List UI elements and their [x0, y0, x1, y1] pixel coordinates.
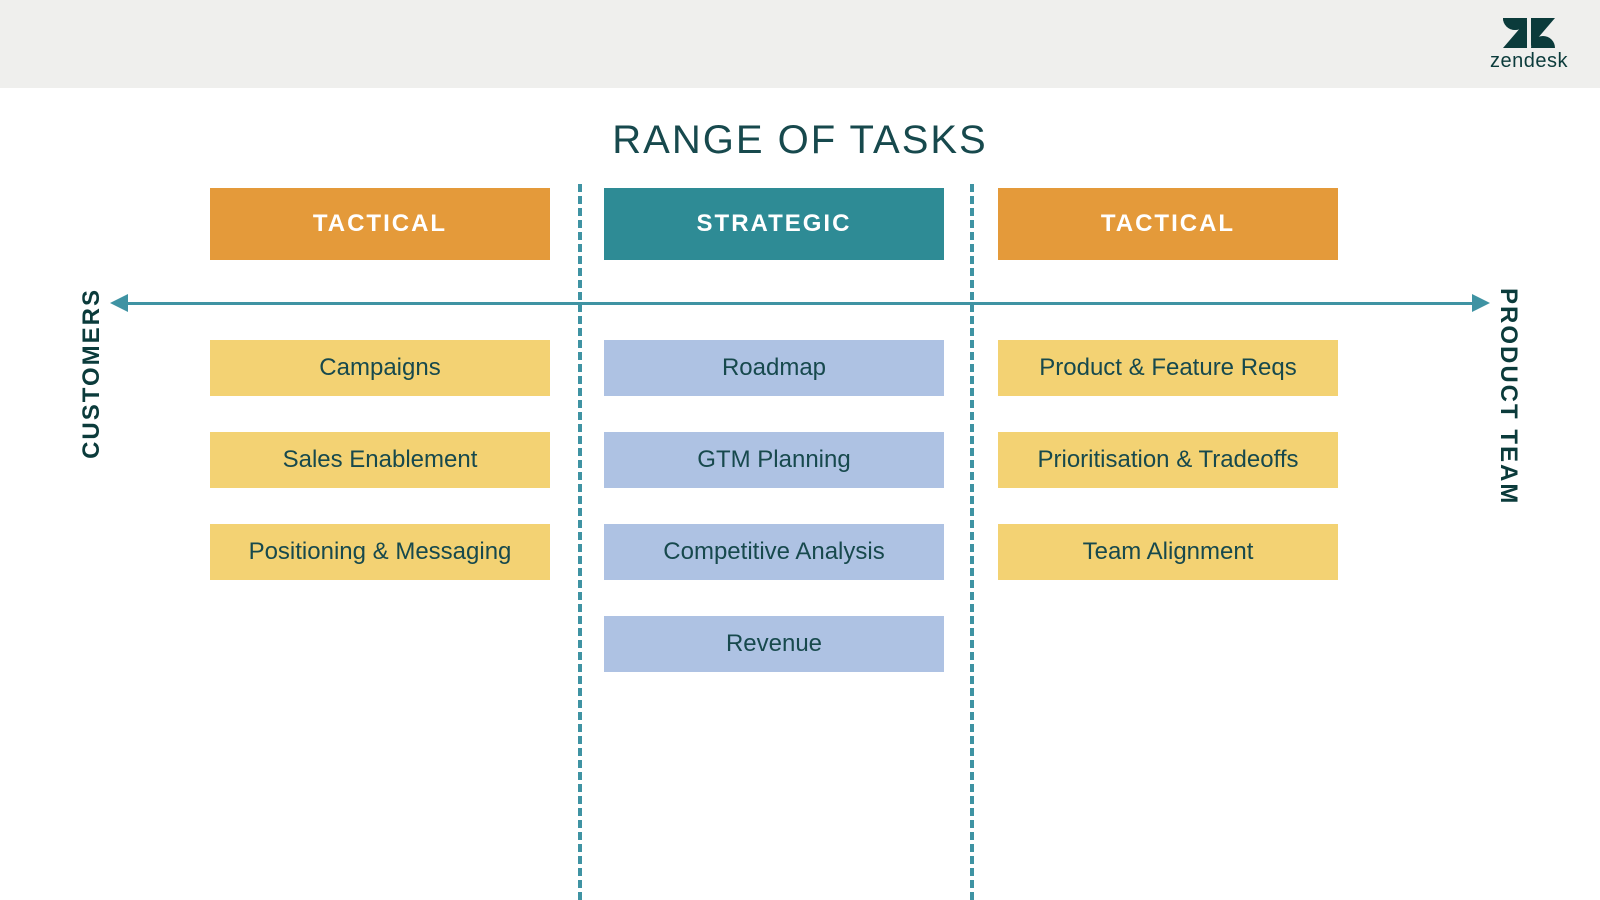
divider-2	[970, 184, 974, 900]
range-arrow	[110, 300, 1490, 306]
task-item: Prioritisation & Tradeoffs	[998, 432, 1338, 488]
task-item: Team Alignment	[998, 524, 1338, 580]
arrow-line	[124, 302, 1476, 305]
brand-name: zendesk	[1490, 50, 1568, 73]
task-item: Positioning & Messaging	[210, 524, 550, 580]
task-item: Campaigns	[210, 340, 550, 396]
arrow-right-icon	[1472, 294, 1490, 312]
brand-logo: zendesk	[1490, 18, 1568, 73]
divider-1	[578, 184, 582, 900]
axis-label-left: CUSTOMERS	[78, 288, 106, 459]
top-bar: zendesk	[0, 0, 1600, 88]
axis-label-right: PRODUCT TEAM	[1494, 288, 1522, 505]
column-header: STRATEGIC	[604, 188, 944, 260]
diagram-stage: RANGE OF TASKS CUSTOMERS PRODUCT TEAM TA…	[0, 88, 1600, 900]
zendesk-icon	[1503, 18, 1555, 48]
task-item: Product & Feature Reqs	[998, 340, 1338, 396]
task-item: Sales Enablement	[210, 432, 550, 488]
column-header: TACTICAL	[210, 188, 550, 260]
task-item: Competitive Analysis	[604, 524, 944, 580]
column-header: TACTICAL	[998, 188, 1338, 260]
task-item: Roadmap	[604, 340, 944, 396]
task-item: Revenue	[604, 616, 944, 672]
diagram-title: RANGE OF TASKS	[0, 118, 1600, 163]
task-item: GTM Planning	[604, 432, 944, 488]
